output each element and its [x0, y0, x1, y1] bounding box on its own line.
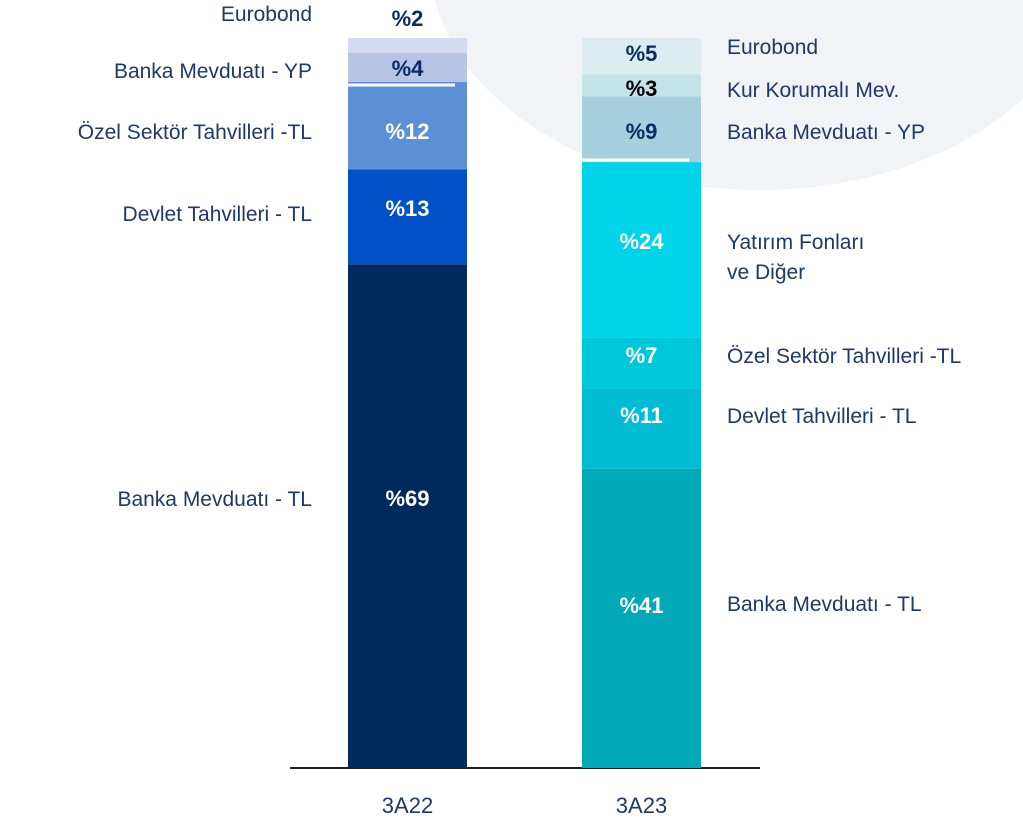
bar-segment — [348, 81, 467, 170]
segment-name: Özel Sektör Tahvilleri -TL — [727, 345, 962, 368]
bar-segment — [582, 162, 701, 338]
data-label: %9 — [626, 119, 658, 144]
segment-name: Banka Mevduatı - TL — [117, 488, 312, 511]
segment-name: Yatırım Fonları ve Diğer — [727, 231, 865, 284]
segment-name: Eurobond — [727, 36, 819, 59]
segment-name: Banka Mevduatı - TL — [727, 593, 922, 616]
data-label: %69 — [385, 486, 429, 511]
data-label: %41 — [619, 593, 663, 618]
data-label: %24 — [619, 229, 664, 254]
x-tick-label: 3A23 — [616, 793, 667, 818]
data-label: %5 — [626, 41, 658, 66]
bar-segment — [348, 169, 467, 265]
segment-name: Banka Mevduatı - YP — [113, 60, 312, 83]
data-label: %11 — [620, 403, 663, 428]
bar-segment — [348, 38, 467, 53]
bar-segment — [582, 337, 701, 389]
bar-segment — [582, 388, 701, 469]
segment-name: Devlet Tahvilleri - TL — [727, 405, 917, 428]
bar-segment — [582, 74, 701, 97]
bar-segment — [582, 38, 701, 75]
x-tick-label: 3A22 — [382, 793, 433, 818]
segment-name: Devlet Tahvilleri - TL — [122, 203, 312, 226]
data-label: %7 — [626, 343, 658, 368]
bar-segment — [348, 52, 467, 82]
segment-name: Eurobond — [220, 3, 312, 26]
segment-name: Özel Sektör Tahvilleri -TL — [77, 121, 312, 144]
data-label: %2 — [392, 6, 424, 31]
bar-segment — [582, 468, 701, 768]
segment-name: Banka Mevduatı - YP — [727, 121, 926, 144]
data-label: %12 — [385, 119, 429, 144]
bar-segment — [582, 96, 701, 163]
bar-segment — [348, 264, 467, 768]
segment-name: Kur Korumalı Mev. — [727, 79, 900, 102]
data-label: %13 — [385, 196, 429, 221]
data-label: %3 — [626, 76, 658, 101]
data-label: %4 — [392, 56, 425, 81]
